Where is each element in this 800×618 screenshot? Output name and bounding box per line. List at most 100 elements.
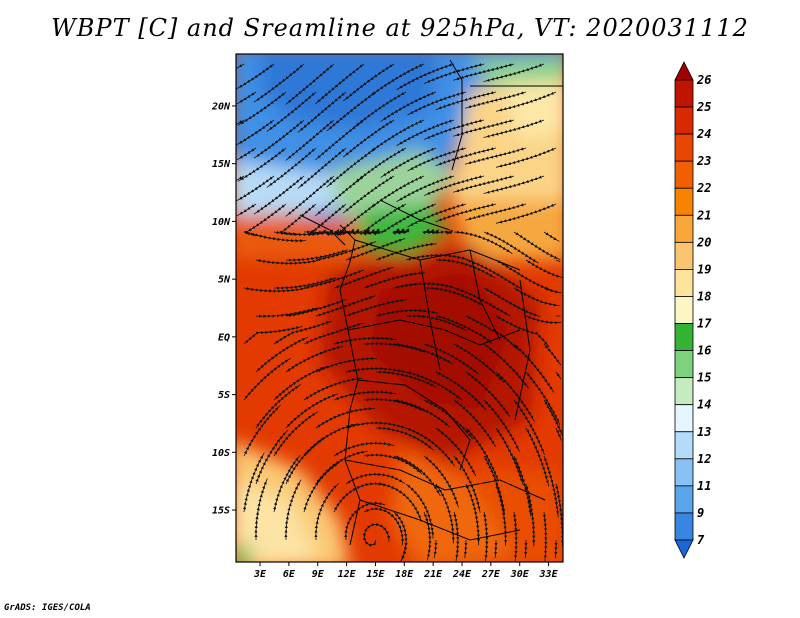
colorbar-label: 9 [697, 506, 704, 520]
lat-label: 15S [212, 506, 230, 517]
colorbar-label: 16 [697, 344, 711, 358]
streamline [554, 540, 558, 559]
colorbar-box [674, 458, 694, 487]
colorbar-box [674, 106, 694, 135]
lat-label: EQ [218, 332, 230, 343]
streamline [333, 481, 386, 513]
streamline [405, 253, 469, 261]
map-axes: 3E 6E 9E 12E 15E 18E 21E 24E 27E 30E 33E 20N 15N 10N 5… [211, 101, 559, 580]
lon-label: 27E [481, 569, 501, 580]
streamline [495, 483, 508, 546]
streamline [243, 404, 281, 457]
streamline [483, 287, 541, 317]
colorbar-label: 21 [696, 208, 711, 222]
streamline [255, 258, 319, 265]
colorbar-label: 24 [696, 127, 711, 141]
streamline [555, 371, 562, 380]
lon-label: 21E [423, 569, 443, 580]
streamline [513, 231, 561, 261]
lon-label: 24E [452, 569, 472, 580]
streamline [344, 501, 386, 541]
streamline [494, 540, 498, 559]
colorbar-label: 13 [697, 425, 711, 439]
streamline [495, 259, 552, 291]
streamline [525, 259, 563, 278]
colorbar-box [674, 404, 694, 433]
colorbar-box [674, 160, 694, 189]
streamline [543, 343, 562, 366]
streamline [525, 315, 562, 325]
colorbar-label: 15 [697, 371, 711, 385]
streamline [273, 411, 319, 457]
colorbar-label: 14 [697, 398, 711, 412]
streamline [463, 539, 468, 558]
colorbar-box [674, 187, 694, 216]
streamline [314, 483, 339, 541]
colorbar-box [674, 323, 694, 351]
streamline [273, 365, 327, 401]
lon-label: 15E [366, 569, 385, 580]
map-title: WBPT [C] and Sreamline at 925hPa, VT: 20… [51, 14, 749, 42]
streamline [303, 423, 358, 457]
colorbar-box [674, 241, 694, 270]
lon-label: 6E [283, 569, 296, 580]
streamline [512, 511, 518, 562]
lat-label: 5S [218, 390, 230, 401]
streamline [422, 228, 453, 235]
lat-label: 15N [212, 159, 231, 170]
streamline [483, 63, 545, 82]
streamline [496, 147, 557, 168]
colorbar-max-arrow [674, 61, 694, 81]
streamline [524, 540, 528, 559]
lon-label: 9E [312, 569, 325, 580]
colorbar-label: 26 [696, 73, 711, 87]
streamline [272, 455, 301, 513]
lon-label: 33E [539, 569, 559, 580]
streamline [284, 479, 302, 541]
colorbar-box [674, 485, 694, 514]
streamline [393, 282, 457, 289]
colorbar-label: 7 [697, 533, 705, 547]
lon-label: 18E [395, 569, 414, 580]
streamline [345, 298, 407, 317]
streamline [483, 175, 545, 194]
colorbar-label: 22 [696, 181, 711, 195]
streamline [345, 238, 406, 261]
streamline [375, 308, 439, 317]
colorbar-box [674, 431, 694, 460]
streamline [333, 336, 397, 345]
streamline [543, 231, 560, 242]
colorbar-box [674, 350, 694, 379]
colorbar-label: 11 [697, 479, 711, 493]
streamline [555, 259, 561, 263]
streamline [345, 472, 406, 485]
colorbar-label: 23 [696, 154, 711, 168]
streamline [495, 315, 550, 348]
streamline [433, 539, 438, 558]
streamline [303, 322, 364, 345]
colorbar-box [674, 269, 694, 297]
colorbar-box [674, 377, 694, 406]
lat-label: 10N [212, 217, 231, 228]
streamline [345, 421, 408, 430]
colorbar-box [674, 79, 694, 108]
colorbar-label: 18 [697, 289, 711, 303]
streamline [496, 91, 557, 112]
streamline [525, 483, 536, 547]
streamline [254, 478, 268, 540]
streamline [400, 539, 408, 562]
streamline [496, 203, 557, 224]
streamlines [236, 63, 563, 562]
streamline [362, 522, 391, 547]
colorbar-box [674, 512, 694, 541]
streamline [483, 119, 545, 138]
colorbar: 26 25 24 23 22 21 20 19 18 17 16 15 14 13 12 11 9 7 [674, 61, 712, 559]
plot-frame [235, 53, 564, 563]
streamline [303, 377, 363, 401]
streamline [453, 511, 460, 562]
streamline [363, 271, 425, 289]
colorbar-box [674, 296, 694, 324]
lon-label: 3E [253, 569, 267, 580]
streamline [243, 286, 307, 293]
